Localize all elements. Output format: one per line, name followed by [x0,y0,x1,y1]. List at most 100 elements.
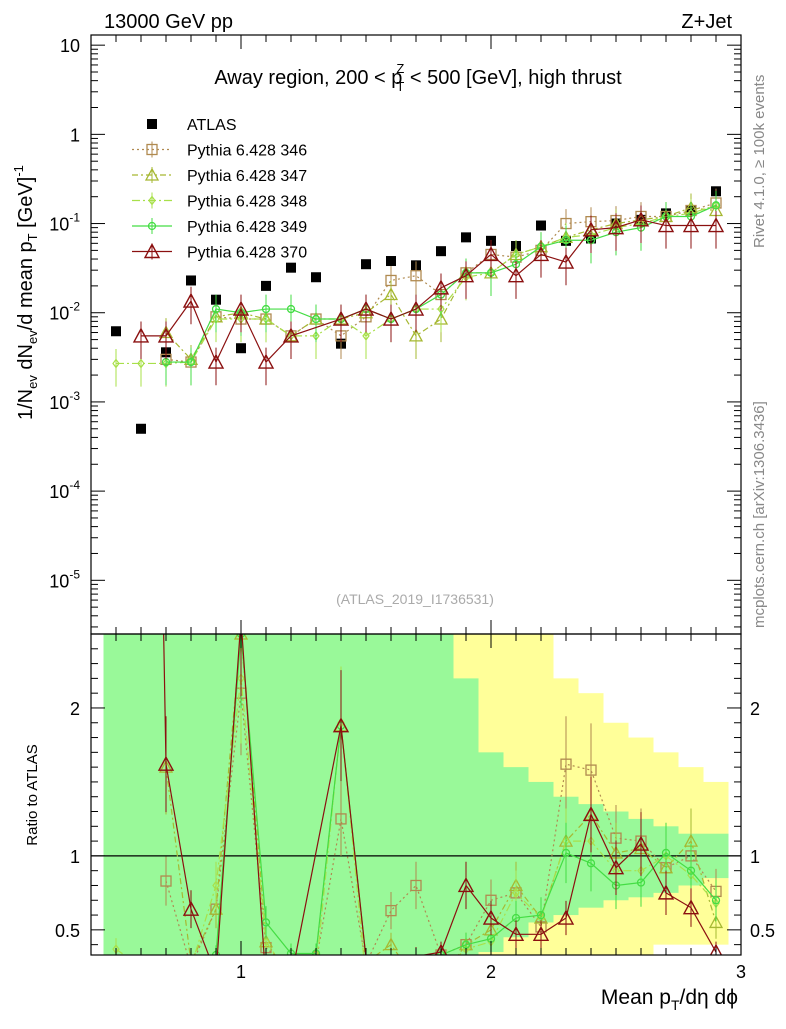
main-triangle-open-point-14 [457,267,475,283]
ratio-triangle-open-point-24 [709,943,723,955]
axes: 1 2 3 10-5 10-4 10-3 10-2 10-1 1 10 0.5 0.5 1 1 2 2 [49,34,775,982]
main-ylabel: 1/Nev dNev/d mean pT [GeV]-1 [11,165,40,420]
main-data-point-3 [186,275,196,286]
main-circle-point-24 [711,201,721,210]
main-triangle-open-point-7 [282,327,300,343]
main-triangle-open-point-12 [407,300,425,316]
main-data-point-7 [286,262,296,273]
y-tick-label: 1 [70,125,80,145]
ratio-circle-point-22 [661,848,671,858]
legend-triangle-open-point-5 [143,243,161,259]
main-data-point-10 [361,259,371,270]
legend-diamond-point-3 [148,195,156,206]
ratio-line-3 [115,678,717,955]
green-band-14 [453,678,479,955]
ratio-square-point-9 [335,813,347,825]
main-line-5 [141,219,716,364]
main-data-point-17 [536,220,546,231]
ratio-square-point-12 [410,879,422,892]
plot-title: Away region, 200 < pZ T < 500 [GeV], high… [214,61,622,94]
ratio-circle-point-23 [686,866,696,875]
green-band-8 [303,634,329,955]
ratio-tick-label-right: 1 [750,847,760,867]
main-triangle-open-point-9 [332,310,350,326]
main-data-point-13 [436,246,446,257]
ratio-triangle-open-point-23 [682,899,700,915]
main-line-1 [165,202,717,363]
main-triangle-point-11 [383,287,399,301]
green-band-0 [103,634,129,955]
x-tick-label-2: 2 [486,962,496,982]
green-band-13 [428,634,454,955]
main-data-point-0 [111,326,121,337]
main-triangle-open-point-16 [507,267,525,283]
main-triangle-open-point-17 [532,245,550,262]
legend: ATLAS Pythia 6.428 346 Pythia 6.428 347 Pyt… [132,117,307,262]
ratio-triangle-open-point-22 [657,884,675,900]
ratio-square-point-11 [385,904,397,917]
y-tick-label: 10 [60,36,80,56]
y-tick-label: 10-1 [49,211,80,235]
x-axis-label: Mean pT/dη dϕ [601,986,738,1013]
ratio-triangle-open-point-19 [582,805,600,822]
legend-label-0: ATLAS [187,117,237,134]
ratio-triangle-point-4 [208,901,224,915]
rivet-label: Rivet 4.1.0, ≥ 100k events [751,75,768,248]
main-triangle-open-point-6 [257,353,275,369]
main-data-point-5 [236,343,246,354]
ratio-diamond-point-4 [212,880,220,891]
ratio-tick-label-left: 1 [70,847,80,867]
main-triangle-open-point-3 [182,292,200,308]
green-band-1 [128,634,154,955]
legend-data-point-0 [147,119,157,129]
ratio-triangle-open-point-21 [632,835,650,851]
legend-label-4: Pythia 6.428 349 [187,219,307,236]
ratio-triangle-point-24 [708,915,724,929]
legend-label-1: Pythia 6.428 346 [187,143,307,160]
ratio-triangle-open-point-2 [157,755,175,771]
main-triangle-open-point-15 [482,245,500,262]
ratio-triangle-open-point-13 [434,943,448,955]
main-data-point-14 [461,232,471,243]
ratio-line-2 [165,634,717,955]
ratio-ylabel: Ratio to ATLAS [24,744,41,845]
ratio-diamond-point-6 [262,936,270,947]
main-panel [111,186,725,434]
y-tick-label: 10-4 [49,478,80,502]
ratio-tick-label-right: 2 [750,699,760,719]
ratio-triangle-open-point-14 [457,876,475,893]
ratio-triangle-open-point-15 [482,909,500,925]
main-triangle-open-point-4 [207,353,225,369]
ratio-circle-point-24 [711,896,721,905]
ratio-triangle-open-point-18 [557,909,575,925]
main-triangle-open-point-11 [382,310,400,326]
main-diamond-point-0 [112,358,120,369]
main-line-2 [165,207,717,361]
mcplots-label: mcplots.cern.ch [arXiv:1306.3436] [751,401,768,628]
main-diamond-point-1 [137,358,145,369]
header-energy: 13000 GeV pp [104,11,233,33]
x-tick-label-1: 1 [236,962,246,982]
main-data-point-11 [386,256,396,267]
main-triangle-open-point-10 [357,300,375,316]
legend-circle-point-4 [147,221,157,231]
main-data-point-8 [311,272,321,283]
ratio-triangle-open-point-9 [332,717,350,733]
main-square-point-12 [410,270,422,282]
header-process: Z+Jet [681,11,732,33]
main-triangle-open-point-21 [632,211,650,227]
ratio-panel [91,634,741,955]
ratio-tick-label-left: 2 [70,699,80,719]
main-triangle-open-point-13 [432,279,450,295]
main-triangle-point-12 [408,328,424,342]
ratio-tick-label-left: 0.5 [55,921,80,941]
green-band-10 [353,634,379,955]
main-data-point-1 [136,423,146,434]
legend-label-5: Pythia 6.428 370 [187,245,307,262]
ratio-square-point-19 [585,764,597,776]
legend-label-2: Pythia 6.428 347 [187,168,307,185]
ratio-triangle-open-point-3 [182,900,200,916]
ratio-square-point-18 [560,758,572,770]
